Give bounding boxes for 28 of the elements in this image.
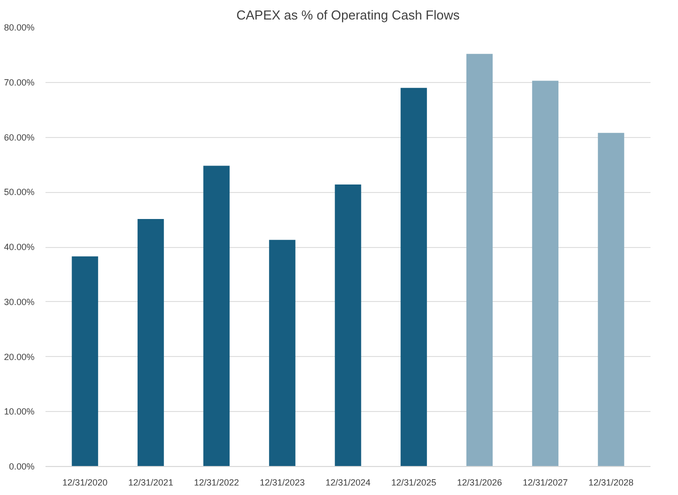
x-tick-label: 12/31/2028 <box>588 478 634 488</box>
bar <box>269 240 296 466</box>
x-tick-label: 12/31/2027 <box>522 478 568 488</box>
y-tick-label: 30.00% <box>4 296 35 307</box>
y-tick-label: 50.00% <box>4 187 35 198</box>
x-tick-label: 12/31/2023 <box>260 478 305 488</box>
bar <box>466 54 493 466</box>
x-tick-label: 12/31/2025 <box>391 478 436 488</box>
bar <box>598 132 624 466</box>
y-tick-label: 80.00% <box>4 22 35 32</box>
bar <box>532 80 558 466</box>
bar <box>72 256 98 466</box>
y-tick-label: 60.00% <box>4 132 35 142</box>
x-tick-label: 12/31/2020 <box>62 478 108 488</box>
x-tick-label: 12/31/2024 <box>325 478 371 488</box>
y-tick-label: 0.00% <box>8 462 35 472</box>
bar <box>138 219 164 466</box>
x-tick-label: 12/31/2022 <box>194 478 240 488</box>
y-tick-label: 10.00% <box>4 406 35 417</box>
y-tick-label: 40.00% <box>4 242 35 252</box>
chart-title: CAPEX as % of Operating Cash Flows <box>236 8 460 22</box>
bar <box>400 88 427 466</box>
x-tick-label: 12/31/2021 <box>128 478 174 488</box>
x-tick-label: 12/31/2026 <box>457 478 502 488</box>
bar <box>203 166 230 466</box>
bar <box>334 184 362 466</box>
y-tick-label: 70.00% <box>4 77 35 88</box>
y-tick-label: 20.00% <box>4 352 35 362</box>
